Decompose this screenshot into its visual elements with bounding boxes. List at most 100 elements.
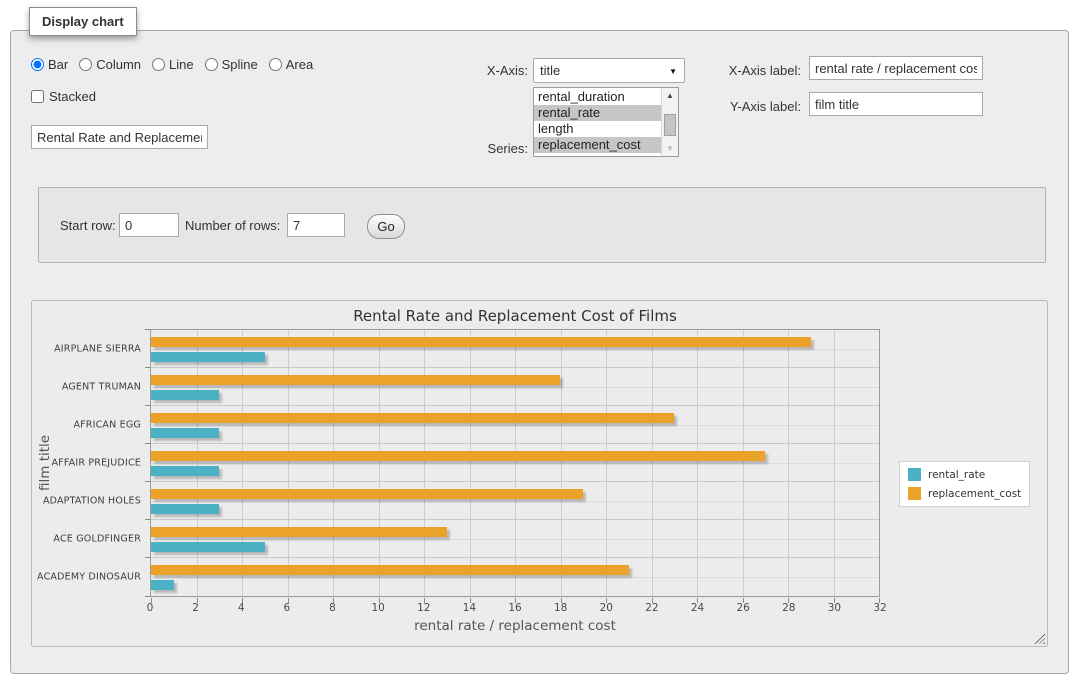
page: Display chart BarColumnLineSplineArea St… — [0, 0, 1081, 681]
gridline — [470, 330, 471, 596]
bar-rental_rate — [151, 466, 219, 476]
stacked-checkbox[interactable] — [31, 90, 44, 103]
bar-replacement_cost — [151, 375, 560, 385]
display-chart-fieldset: Display chart BarColumnLineSplineArea St… — [10, 30, 1069, 674]
chart-type-radio-line[interactable] — [152, 58, 165, 71]
legend-label: replacement_cost — [928, 488, 1021, 500]
bar-rental_rate — [151, 542, 265, 552]
bar-rental_rate — [151, 390, 219, 400]
series-option-replacement_cost[interactable]: replacement_cost — [534, 137, 661, 153]
category-label: ADAPTATION HOLES — [29, 495, 141, 506]
x-tick-label: 2 — [192, 602, 199, 614]
gridline — [743, 330, 744, 596]
x-axis-label-input[interactable] — [809, 56, 983, 80]
gridline — [333, 330, 334, 596]
x-axis-select[interactable]: title ▼ — [533, 58, 685, 83]
plot-area: AIRPLANE SIERRAAGENT TRUMANAFRICAN EGGAF… — [150, 329, 880, 597]
gridline — [379, 330, 380, 596]
chart-type-bar[interactable]: Bar — [31, 57, 68, 72]
bar-rental_rate — [151, 504, 219, 514]
scroll-thumb[interactable] — [664, 114, 676, 136]
x-tick-label: 10 — [371, 602, 384, 614]
category-label: ACE GOLDFINGER — [29, 533, 141, 544]
start-row-input[interactable] — [119, 213, 179, 237]
bar-replacement_cost — [151, 451, 765, 461]
chart-type-spline[interactable]: Spline — [205, 57, 258, 72]
chart-title: Rental Rate and Replacement Cost of Film… — [150, 307, 880, 325]
go-button[interactable]: Go — [367, 214, 405, 239]
pager-panel: Start row: Number of rows: Go — [38, 187, 1046, 263]
bar-replacement_cost — [151, 489, 583, 499]
x-tick-label: 14 — [463, 602, 476, 614]
bar-replacement_cost — [151, 527, 447, 537]
legend-item: replacement_cost — [908, 487, 1021, 500]
chart-type-radio-area[interactable] — [269, 58, 282, 71]
x-tick-label: 30 — [828, 602, 841, 614]
scroll-up-icon[interactable]: ▲ — [662, 88, 678, 103]
gridline — [197, 330, 198, 596]
bar-replacement_cost — [151, 565, 629, 575]
x-tick-label: 8 — [329, 602, 336, 614]
x-axis-ticks: 02468101214161820222426283032 — [150, 602, 880, 616]
chart-type-radio-bar[interactable] — [31, 58, 44, 71]
gridline — [242, 330, 243, 596]
resize-handle-icon[interactable] — [1034, 633, 1045, 644]
chart-type-area[interactable]: Area — [269, 57, 313, 72]
stacked-checkbox-row[interactable]: Stacked — [31, 89, 96, 104]
series-list-label: Series: — [431, 141, 528, 156]
chart-type-label: Line — [169, 57, 194, 72]
gridline — [288, 330, 289, 596]
chart-type-radios: Bar Column Line Spline Area — [31, 57, 313, 72]
gridline — [606, 330, 607, 596]
x-tick-label: 22 — [645, 602, 658, 614]
gridline — [561, 330, 562, 596]
chart-title-input[interactable] — [31, 125, 208, 149]
chart-type-line[interactable]: Line — [152, 57, 194, 72]
bar-replacement_cost — [151, 413, 674, 423]
category-label: ACADEMY DINOSAUR — [29, 572, 141, 583]
stacked-label: Stacked — [49, 89, 96, 104]
category-label: AIRPLANE SIERRA — [29, 343, 141, 354]
series-option-length[interactable]: length — [534, 121, 661, 137]
gridline — [697, 330, 698, 596]
x-tick-label: 4 — [238, 602, 245, 614]
x-axis-label-label: X-Axis label: — [691, 63, 801, 78]
bar-rental_rate — [151, 428, 219, 438]
chart-type-label: Spline — [222, 57, 258, 72]
x-tick-label: 24 — [691, 602, 704, 614]
x-axis-title: rental rate / replacement cost — [150, 618, 880, 634]
chart-type-label: Bar — [48, 57, 68, 72]
gridline — [834, 330, 835, 596]
chart-legend: rental_rate replacement_cost — [899, 461, 1030, 507]
x-tick-label: 20 — [600, 602, 613, 614]
start-row-label: Start row: — [60, 218, 116, 233]
legend-item: rental_rate — [908, 468, 1021, 481]
x-tick-label: 12 — [417, 602, 430, 614]
chart-type-label: Column — [96, 57, 141, 72]
x-tick-label: 32 — [873, 602, 886, 614]
series-option-rental_duration[interactable]: rental_duration — [534, 89, 661, 105]
y-axis-label-label: Y-Axis label: — [691, 99, 801, 114]
series-options: rental_durationrental_ratelengthreplacem… — [534, 89, 661, 153]
number-of-rows-input[interactable] — [287, 213, 345, 237]
x-axis-select-label: X-Axis: — [431, 63, 528, 78]
category-label: AGENT TRUMAN — [29, 381, 141, 392]
chart-type-label: Area — [286, 57, 313, 72]
gridline — [652, 330, 653, 596]
number-of-rows-label: Number of rows: — [185, 218, 280, 233]
x-tick-label: 18 — [554, 602, 567, 614]
series-listbox[interactable]: rental_durationrental_ratelengthreplacem… — [533, 87, 679, 157]
gridline — [788, 330, 789, 596]
dropdown-arrow-icon: ▼ — [669, 67, 677, 76]
series-option-rental_rate[interactable]: rental_rate — [534, 105, 661, 121]
chart-type-radio-column[interactable] — [79, 58, 92, 71]
chart-type-radio-spline[interactable] — [205, 58, 218, 71]
x-tick-label: 16 — [508, 602, 521, 614]
scroll-down-icon[interactable]: ▼ — [662, 141, 678, 156]
bar-rental_rate — [151, 580, 174, 590]
y-axis-label-input[interactable] — [809, 92, 983, 116]
chart-type-column[interactable]: Column — [79, 57, 141, 72]
x-tick-label: 28 — [782, 602, 795, 614]
chart-panel: Rental Rate and Replacement Cost of Film… — [31, 300, 1048, 647]
series-scrollbar[interactable]: ▲ ▼ — [661, 88, 678, 156]
